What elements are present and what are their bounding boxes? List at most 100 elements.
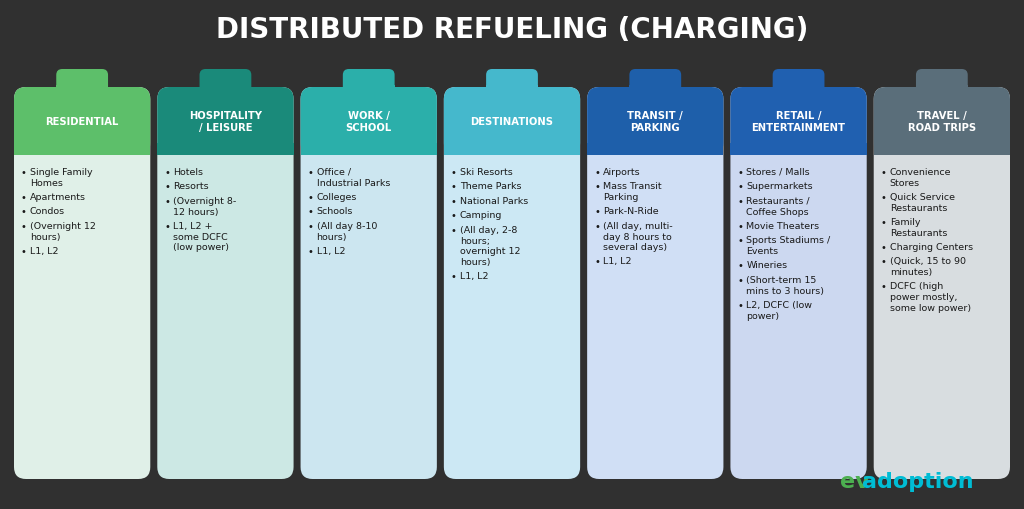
FancyBboxPatch shape bbox=[343, 70, 394, 100]
Text: Condos: Condos bbox=[30, 207, 66, 216]
Text: L1, L2: L1, L2 bbox=[603, 257, 632, 266]
FancyBboxPatch shape bbox=[730, 88, 866, 479]
Text: •: • bbox=[307, 192, 313, 203]
Text: •: • bbox=[451, 182, 457, 192]
Text: •: • bbox=[737, 275, 743, 286]
Bar bbox=[486, 86, 538, 102]
Text: •: • bbox=[881, 167, 887, 178]
Text: Supermarkets: Supermarkets bbox=[746, 182, 813, 191]
Bar bbox=[158, 144, 294, 156]
Text: Sports Stadiums /
Events: Sports Stadiums / Events bbox=[746, 236, 830, 256]
Text: (Short-term 15
mins to 3 hours): (Short-term 15 mins to 3 hours) bbox=[746, 275, 824, 295]
Text: adoption: adoption bbox=[862, 471, 974, 491]
Text: •: • bbox=[451, 225, 457, 236]
Text: RETAIL /
ENTERTAINMENT: RETAIL / ENTERTAINMENT bbox=[752, 110, 846, 133]
Bar bbox=[730, 144, 866, 156]
Bar bbox=[915, 86, 968, 102]
Text: •: • bbox=[307, 207, 313, 217]
Text: •: • bbox=[737, 300, 743, 310]
Text: Family
Restaurants: Family Restaurants bbox=[890, 217, 947, 237]
FancyBboxPatch shape bbox=[443, 88, 581, 479]
Text: •: • bbox=[881, 192, 887, 203]
Text: •: • bbox=[164, 182, 170, 192]
Text: •: • bbox=[22, 192, 27, 203]
Text: Schools: Schools bbox=[316, 207, 353, 216]
Text: •: • bbox=[881, 282, 887, 292]
Text: Convenience
Stores: Convenience Stores bbox=[890, 167, 951, 187]
Text: •: • bbox=[307, 167, 313, 178]
Text: •: • bbox=[451, 167, 457, 178]
Text: HOSPITALITY
/ LEISURE: HOSPITALITY / LEISURE bbox=[189, 110, 262, 133]
Text: •: • bbox=[737, 196, 743, 207]
Text: Apartments: Apartments bbox=[30, 192, 86, 202]
FancyBboxPatch shape bbox=[873, 88, 1010, 156]
Bar bbox=[443, 144, 581, 156]
Text: (Overnight 12
hours): (Overnight 12 hours) bbox=[30, 221, 96, 241]
Text: RESIDENTIAL: RESIDENTIAL bbox=[45, 117, 119, 127]
FancyBboxPatch shape bbox=[14, 88, 151, 156]
FancyBboxPatch shape bbox=[630, 70, 681, 100]
Text: National Parks: National Parks bbox=[460, 196, 528, 206]
Bar bbox=[773, 86, 824, 102]
Text: Wineries: Wineries bbox=[746, 261, 787, 270]
Text: •: • bbox=[737, 236, 743, 246]
Bar bbox=[200, 86, 251, 102]
Bar bbox=[14, 144, 151, 156]
Bar bbox=[873, 144, 1010, 156]
Text: Movie Theaters: Movie Theaters bbox=[746, 221, 819, 231]
Text: •: • bbox=[451, 196, 457, 207]
Text: •: • bbox=[881, 257, 887, 267]
Text: Single Family
Homes: Single Family Homes bbox=[30, 167, 92, 187]
Text: Ski Resorts: Ski Resorts bbox=[460, 167, 513, 177]
Text: •: • bbox=[594, 207, 600, 217]
Text: •: • bbox=[881, 242, 887, 252]
FancyBboxPatch shape bbox=[730, 88, 866, 156]
Text: Airports: Airports bbox=[603, 167, 641, 177]
Text: •: • bbox=[737, 167, 743, 178]
Text: •: • bbox=[737, 221, 743, 232]
Text: L1, L2: L1, L2 bbox=[460, 271, 488, 280]
Text: •: • bbox=[737, 182, 743, 192]
Text: •: • bbox=[594, 257, 600, 267]
Text: DESTINATIONS: DESTINATIONS bbox=[470, 117, 554, 127]
Text: Charging Centers: Charging Centers bbox=[890, 242, 973, 251]
Text: (All day, 2-8
hours;
overnight 12
hours): (All day, 2-8 hours; overnight 12 hours) bbox=[460, 225, 520, 267]
Text: TRANSIT /
PARKING: TRANSIT / PARKING bbox=[628, 110, 683, 133]
Text: •: • bbox=[307, 221, 313, 232]
Text: DCFC (high
power mostly,
some low power): DCFC (high power mostly, some low power) bbox=[890, 282, 971, 313]
Text: Hotels: Hotels bbox=[173, 167, 204, 177]
Text: •: • bbox=[164, 196, 170, 207]
Text: Park-N-Ride: Park-N-Ride bbox=[603, 207, 658, 216]
FancyBboxPatch shape bbox=[200, 70, 251, 100]
Text: •: • bbox=[594, 221, 600, 232]
Text: (All day, multi-
day 8 hours to
several days): (All day, multi- day 8 hours to several … bbox=[603, 221, 673, 252]
Text: •: • bbox=[881, 217, 887, 228]
FancyBboxPatch shape bbox=[158, 88, 294, 156]
FancyBboxPatch shape bbox=[301, 88, 437, 479]
Text: Office /
Industrial Parks: Office / Industrial Parks bbox=[316, 167, 390, 187]
FancyBboxPatch shape bbox=[56, 70, 109, 100]
Text: •: • bbox=[22, 246, 27, 257]
Text: •: • bbox=[451, 271, 457, 281]
FancyBboxPatch shape bbox=[773, 70, 824, 100]
FancyBboxPatch shape bbox=[587, 88, 723, 156]
Text: •: • bbox=[22, 207, 27, 217]
Text: Resorts: Resorts bbox=[173, 182, 209, 191]
Bar bbox=[630, 86, 681, 102]
Text: •: • bbox=[22, 167, 27, 178]
Text: Restaurants /
Coffee Shops: Restaurants / Coffee Shops bbox=[746, 196, 810, 216]
Text: •: • bbox=[164, 167, 170, 178]
FancyBboxPatch shape bbox=[486, 70, 538, 100]
Text: (All day 8-10
hours): (All day 8-10 hours) bbox=[316, 221, 377, 241]
FancyBboxPatch shape bbox=[873, 88, 1010, 479]
Text: Theme Parks: Theme Parks bbox=[460, 182, 521, 191]
Text: (Overnight 8-
12 hours): (Overnight 8- 12 hours) bbox=[173, 196, 237, 216]
Text: TRAVEL /
ROAD TRIPS: TRAVEL / ROAD TRIPS bbox=[908, 110, 976, 133]
Text: •: • bbox=[451, 211, 457, 221]
FancyBboxPatch shape bbox=[587, 88, 723, 479]
FancyBboxPatch shape bbox=[915, 70, 968, 100]
Bar bbox=[301, 144, 437, 156]
Text: DISTRIBUTED REFUELING (CHARGING): DISTRIBUTED REFUELING (CHARGING) bbox=[216, 16, 808, 44]
Text: Camping: Camping bbox=[460, 211, 502, 220]
Text: WORK /
SCHOOL: WORK / SCHOOL bbox=[345, 110, 392, 133]
